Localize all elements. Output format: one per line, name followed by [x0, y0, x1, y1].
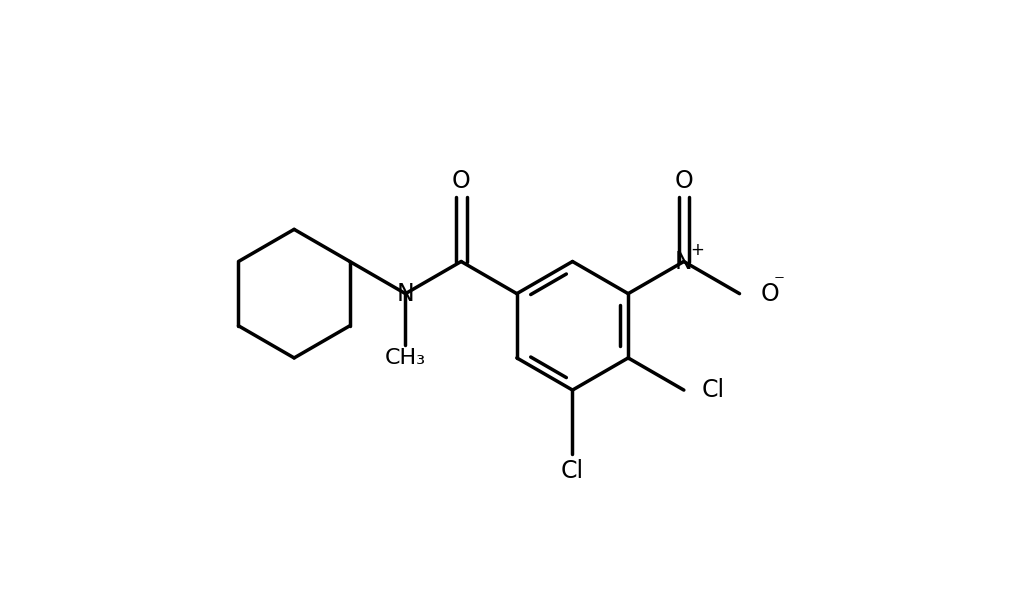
Text: Cl: Cl — [560, 459, 584, 483]
Text: +: + — [689, 240, 703, 258]
Text: N: N — [396, 282, 414, 306]
Text: O: O — [451, 169, 470, 193]
Text: O: O — [674, 169, 693, 193]
Text: CH₃: CH₃ — [384, 348, 426, 368]
Text: N: N — [675, 249, 692, 273]
Text: O: O — [759, 282, 779, 306]
Text: ⁻: ⁻ — [772, 271, 784, 292]
Text: Cl: Cl — [701, 378, 725, 402]
